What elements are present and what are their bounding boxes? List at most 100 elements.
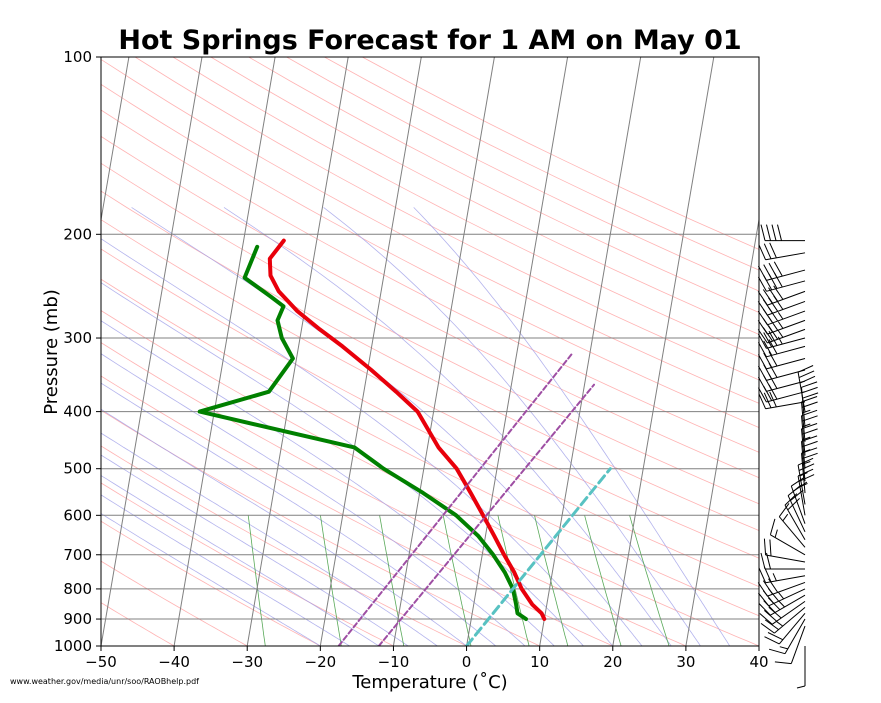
dry-adiabat — [101, 560, 249, 646]
barb-flag — [768, 351, 778, 367]
barb-flag — [768, 648, 786, 655]
moist-adiabat — [101, 513, 321, 646]
moist-adiabat — [101, 238, 614, 646]
isotherm — [685, 216, 759, 646]
barb-flag — [798, 474, 815, 482]
x-axis-ticks: −50 −40 −30 −20 −10 0 10 20 30 40 — [85, 646, 769, 671]
isotherm — [466, 57, 569, 646]
x-tick-label: −30 — [231, 653, 263, 671]
barb-shaft — [765, 252, 806, 261]
wind-barb — [757, 578, 806, 597]
barb-flag — [763, 264, 773, 280]
wind-barb — [758, 391, 806, 410]
barb-half-flag — [777, 312, 784, 320]
barb-flag — [769, 518, 776, 535]
moist-adiabat — [223, 207, 672, 646]
dry-adiabat — [286, 57, 759, 292]
isotherm — [392, 57, 495, 646]
barb-flag — [759, 613, 773, 625]
barb-half-flag — [777, 330, 784, 338]
barb-flag — [769, 242, 777, 259]
barb-flag — [774, 661, 792, 665]
wind-barb — [760, 224, 806, 242]
x-tick-label: −40 — [158, 653, 190, 671]
barb-shaft — [770, 594, 806, 616]
dry-adiabat — [210, 57, 759, 335]
barb-shaft — [797, 372, 806, 412]
wind-barb — [797, 468, 815, 516]
barb-shaft — [766, 380, 806, 392]
wind-barb — [764, 612, 806, 645]
barb-half-flag — [772, 573, 777, 582]
moist-adiabat — [101, 353, 526, 646]
barb-flag — [757, 310, 768, 326]
barb-shaft — [767, 300, 806, 316]
y-axis-ticks: 100 200 300 400 500 600 700 800 900 1000 — [54, 48, 101, 655]
wind-barb — [768, 618, 806, 655]
barb-flag — [758, 603, 771, 616]
dry-adiabat — [101, 58, 759, 404]
wind-barb — [769, 518, 806, 556]
barb-half-flag — [775, 620, 784, 627]
mixing-ratio-line — [584, 515, 622, 646]
barb-flag — [769, 539, 772, 557]
y-tick-label: 300 — [63, 329, 92, 347]
barb-flag — [758, 393, 767, 410]
x-axis-label: Temperature (˚C) — [351, 672, 507, 693]
barb-flag — [762, 580, 774, 595]
dry-adiabat — [101, 135, 759, 479]
dry-adiabat — [248, 57, 759, 313]
barb-flag — [757, 582, 768, 597]
barb-flag — [757, 291, 768, 306]
dry-adiabat — [101, 375, 614, 646]
barb-flag — [757, 265, 767, 281]
barb-shaft — [801, 441, 806, 482]
barb-shaft — [766, 345, 806, 358]
barb-flag — [760, 224, 766, 241]
y-tick-label: 400 — [63, 403, 92, 421]
barb-half-flag — [777, 321, 784, 329]
x-tick-label: 40 — [749, 653, 768, 671]
moist-adiabat — [101, 494, 350, 646]
barb-flag — [769, 391, 777, 408]
barb-shaft — [778, 612, 806, 645]
moist-adiabat-highlight-line — [465, 467, 612, 646]
pressure-gridlines — [101, 57, 759, 646]
barb-half-flag — [774, 529, 778, 538]
barb-flag — [773, 285, 784, 300]
dry-adiabat — [101, 409, 541, 646]
barb-flag — [757, 301, 768, 316]
y-tick-label: 600 — [63, 506, 92, 524]
wind-barb — [757, 330, 806, 349]
moist-adiabat — [101, 382, 497, 646]
barb-flag — [768, 578, 779, 593]
barb-flag — [760, 552, 766, 570]
barb-flag — [764, 619, 779, 631]
barb-shaft — [770, 534, 806, 556]
plot-frame — [100, 56, 760, 647]
barb-shaft — [784, 618, 806, 654]
y-tick-label: 800 — [63, 580, 92, 598]
wind-barb — [757, 362, 806, 381]
dewpoint-line — [197, 244, 528, 621]
sounding-series — [197, 238, 612, 646]
barb-flag — [763, 610, 778, 622]
barb-shaft — [767, 310, 806, 326]
barb-flag — [757, 276, 767, 292]
barb-shaft — [766, 391, 806, 403]
wind-barb — [757, 351, 806, 370]
moist-adiabat — [323, 207, 701, 646]
wind-barb — [758, 566, 806, 584]
y-tick-label: 100 — [63, 48, 92, 66]
x-tick-label: 30 — [676, 653, 695, 671]
barb-half-flag — [799, 482, 808, 488]
barb-shaft — [765, 554, 806, 563]
barb-shaft — [778, 516, 806, 548]
isotherm — [539, 57, 642, 646]
wind-barb — [757, 295, 806, 316]
y-tick-label: 900 — [63, 610, 92, 628]
y-tick-label: 200 — [63, 225, 92, 243]
barb-flag — [757, 376, 767, 392]
temperature-line — [267, 238, 547, 621]
